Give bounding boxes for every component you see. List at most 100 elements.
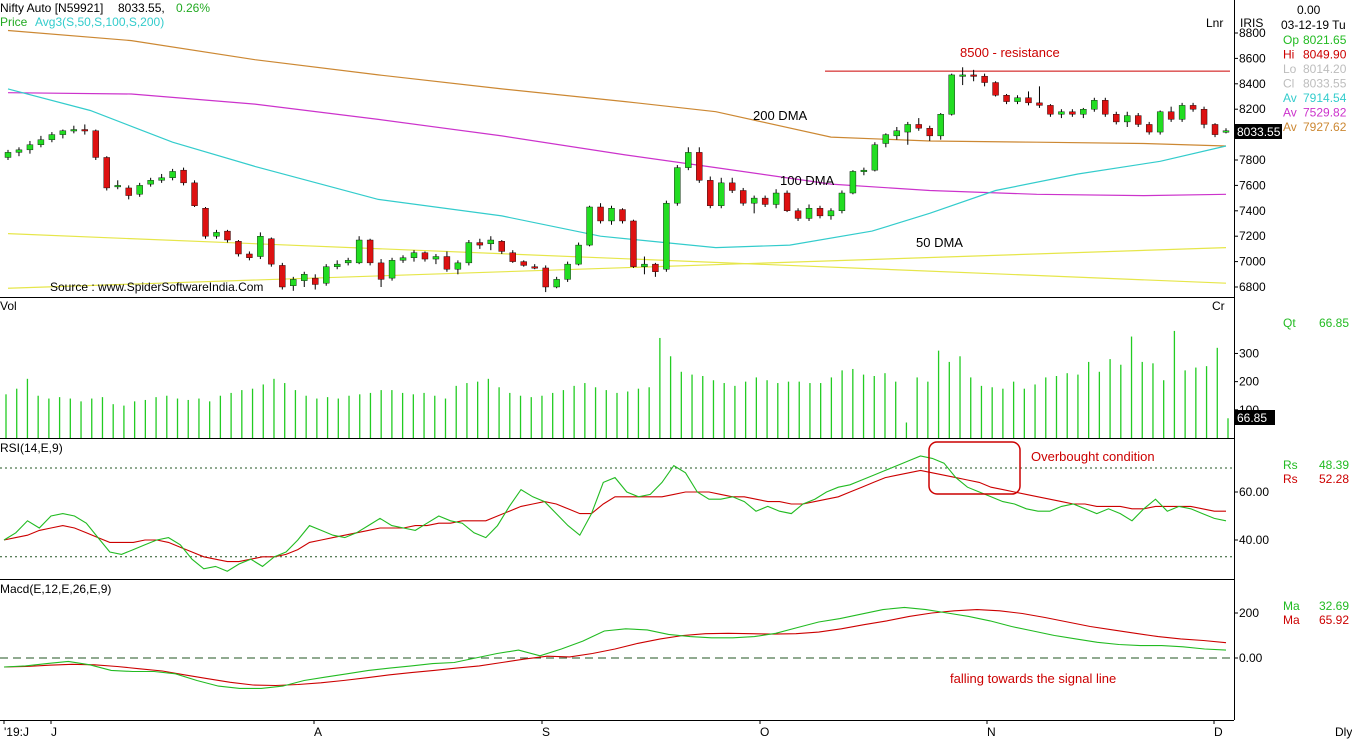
vol-legend-value: 66.85 — [1319, 316, 1349, 330]
price-legend-label: Av — [1283, 120, 1297, 134]
candle-body — [597, 206, 604, 222]
annotation-100dma: 100 DMA — [780, 173, 835, 188]
trendline — [7, 247, 1227, 289]
candle-body — [246, 253, 253, 258]
price-tick-label: 8800 — [1239, 26, 1266, 40]
moving-average-line — [7, 29, 1227, 147]
candle-body — [575, 244, 582, 265]
candle-body — [114, 185, 121, 188]
candle-body — [739, 190, 747, 204]
macd-axis: 0.00 200 — [1234, 606, 1263, 665]
candle-body — [904, 124, 911, 133]
moving-average-line — [7, 88, 1227, 249]
candle-body — [323, 266, 330, 284]
macd-lines — [3, 606, 1227, 689]
candle-body — [915, 124, 922, 129]
price-legend: Op 8021.65 Hi 8049.90 Lo 8014.20 Cl 8033.55 Av 79… — [1283, 33, 1347, 134]
candle-body — [1178, 105, 1186, 120]
candle-body — [948, 74, 955, 115]
scale-label[interactable]: Lnr — [1206, 16, 1223, 30]
candle-body — [838, 192, 846, 212]
macd-legend-value: 65.92 — [1319, 613, 1349, 627]
moving-average-line — [7, 92, 1227, 197]
rsi-axis: 40.00 60.00 — [1234, 485, 1269, 547]
candle-body — [103, 157, 110, 189]
candle-body — [388, 260, 396, 279]
candle-body — [1080, 108, 1087, 115]
candle-body — [410, 252, 418, 258]
price-tick-label: 7800 — [1239, 153, 1266, 167]
candle-body — [70, 129, 78, 132]
price-legend-label: Op — [1283, 33, 1299, 47]
candle-body — [1025, 97, 1032, 104]
annotation-macd: falling towards the signal line — [950, 671, 1116, 686]
trendlines — [7, 233, 1227, 289]
period-label[interactable]: Dly — [1335, 725, 1352, 739]
annotation-200dma: 200 DMA — [753, 108, 808, 123]
indicator-label: Price — [0, 15, 28, 29]
candlesticks — [4, 67, 1230, 293]
rsi-tick-label: 40.00 — [1239, 533, 1269, 547]
candle-body — [509, 252, 516, 262]
rsi-lines — [3, 455, 1227, 572]
candle-body — [827, 210, 835, 217]
candle-body — [1145, 124, 1153, 133]
candle-body — [191, 182, 198, 206]
candle-body — [377, 262, 385, 280]
price-legend-value: 7914.54 — [1303, 91, 1347, 105]
candle-body — [399, 257, 407, 261]
candle-body — [860, 169, 868, 172]
price-legend-value: 7927.62 — [1303, 120, 1347, 134]
x-tick-label: O — [760, 725, 769, 739]
price-legend-value: 8049.90 — [1303, 48, 1347, 62]
candle-body — [147, 180, 154, 185]
candle-body — [257, 235, 264, 257]
last-price: 8033.55, — [118, 1, 165, 15]
price-tick-label: 6800 — [1239, 280, 1266, 294]
x-tick-label: S — [542, 725, 550, 739]
moving-averages — [7, 29, 1227, 249]
x-tick-label: D — [1214, 725, 1223, 739]
x-tick-label: '19:J — [4, 725, 29, 739]
candle-body — [498, 241, 505, 252]
candle-body — [586, 206, 593, 246]
candle-body — [92, 130, 99, 158]
vol-tick-label: 200 — [1239, 375, 1259, 389]
candle-body — [279, 265, 286, 288]
candle-body — [48, 134, 56, 140]
candle-body — [783, 192, 791, 212]
candle-body — [1200, 108, 1208, 125]
candle-body — [871, 144, 879, 171]
candle-body — [1003, 95, 1010, 102]
rsi-guides — [0, 467, 1234, 558]
rsi-line — [3, 455, 1227, 572]
vol-tick-label: 300 — [1239, 346, 1259, 360]
price-tag-box — [1235, 124, 1282, 139]
candle-body — [696, 152, 703, 181]
candle-body — [355, 239, 363, 264]
vol-tag-box — [1235, 410, 1275, 425]
candle-body — [290, 279, 297, 286]
candle-body — [619, 209, 626, 222]
candle-body — [729, 182, 736, 191]
candle-body — [937, 114, 944, 137]
symbol-title: Nifty Auto [N59921] — [0, 1, 103, 15]
candle-body — [520, 261, 527, 266]
rsi-legend: Rs 48.39 Rs 52.28 — [1283, 458, 1349, 486]
candle-body — [663, 202, 670, 270]
candle-body — [1102, 100, 1109, 115]
annotation-overbought: Overbought condition — [1031, 449, 1155, 464]
candle-body — [235, 241, 242, 255]
rsi-legend-label: Rs — [1283, 472, 1298, 486]
price-legend-label: Lo — [1283, 62, 1297, 76]
rsi-legend-value: 48.39 — [1319, 458, 1349, 472]
overbought-box — [928, 441, 1021, 495]
price-tick-label: 8600 — [1239, 51, 1266, 65]
price-tick-label: 7200 — [1239, 229, 1266, 243]
price-tick-label: 8400 — [1239, 77, 1266, 91]
candle-body — [981, 75, 988, 83]
macd-legend: Ma 32.69 Ma 65.92 — [1283, 599, 1349, 627]
candle-body — [1124, 115, 1131, 123]
price-legend-value: 8033.55 — [1303, 77, 1347, 91]
